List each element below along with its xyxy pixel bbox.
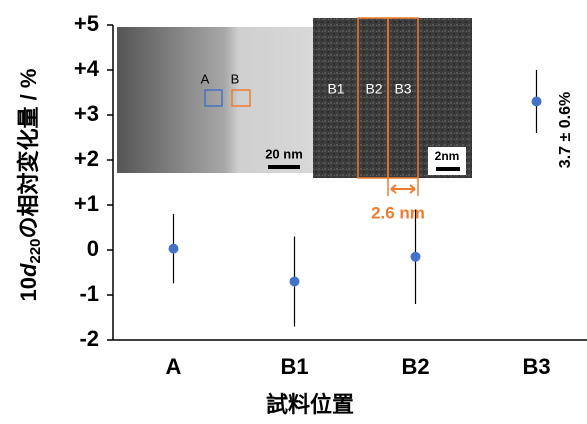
y-title-part: 10: [16, 277, 41, 301]
scale-bar: [268, 165, 300, 169]
y-tick-label: +2: [74, 146, 99, 171]
y-tick-label: +3: [74, 101, 99, 126]
point: [169, 244, 179, 254]
x-axis-title: 試料位置: [266, 392, 354, 417]
y-tick-label: -1: [79, 281, 99, 306]
x-tick-label: A: [166, 354, 182, 379]
y-tick-label: +1: [74, 191, 99, 216]
inset-label: B2: [365, 81, 382, 97]
y-tick-label: +5: [74, 11, 99, 36]
y-title-part: d: [16, 263, 41, 277]
y-tick-label: +4: [74, 56, 100, 81]
y-title-part: の相対変化量 / %: [16, 69, 41, 239]
scale-bar: [436, 167, 460, 171]
inset-label: B: [231, 71, 240, 86]
width-label: 2.6 nm: [371, 203, 425, 222]
point: [532, 97, 542, 107]
x-tick-label: B2: [401, 354, 429, 379]
point: [411, 252, 421, 262]
x-tick-label: B3: [522, 354, 550, 379]
y-tick-label: -2: [79, 326, 99, 351]
inset-label: A: [201, 71, 210, 86]
y-tick-label: 0: [87, 236, 99, 261]
dim-arrow: [391, 185, 415, 193]
point: [290, 277, 300, 287]
inset-label: B3: [394, 81, 411, 97]
value-annotation: 3.7 ± 0.6%: [557, 92, 574, 168]
y-axis-title: 10d220の相対変化量 / %: [16, 69, 44, 302]
scale-bar-label: 20 nm: [265, 146, 303, 161]
inset-right: B1 B2 B3 2nm 2.6 nm: [313, 18, 472, 222]
y-title-part: 220: [27, 238, 44, 263]
x-tick-label: B1: [280, 354, 308, 379]
scale-bar-label: 2nm: [435, 149, 460, 163]
chart: A B 20 nm B1 B2 B3 2nm 2.6 nm 試料位置 3.7 ±…: [0, 0, 587, 424]
inset-label: B1: [327, 81, 344, 97]
inset-left: A B 20 nm: [117, 27, 313, 173]
